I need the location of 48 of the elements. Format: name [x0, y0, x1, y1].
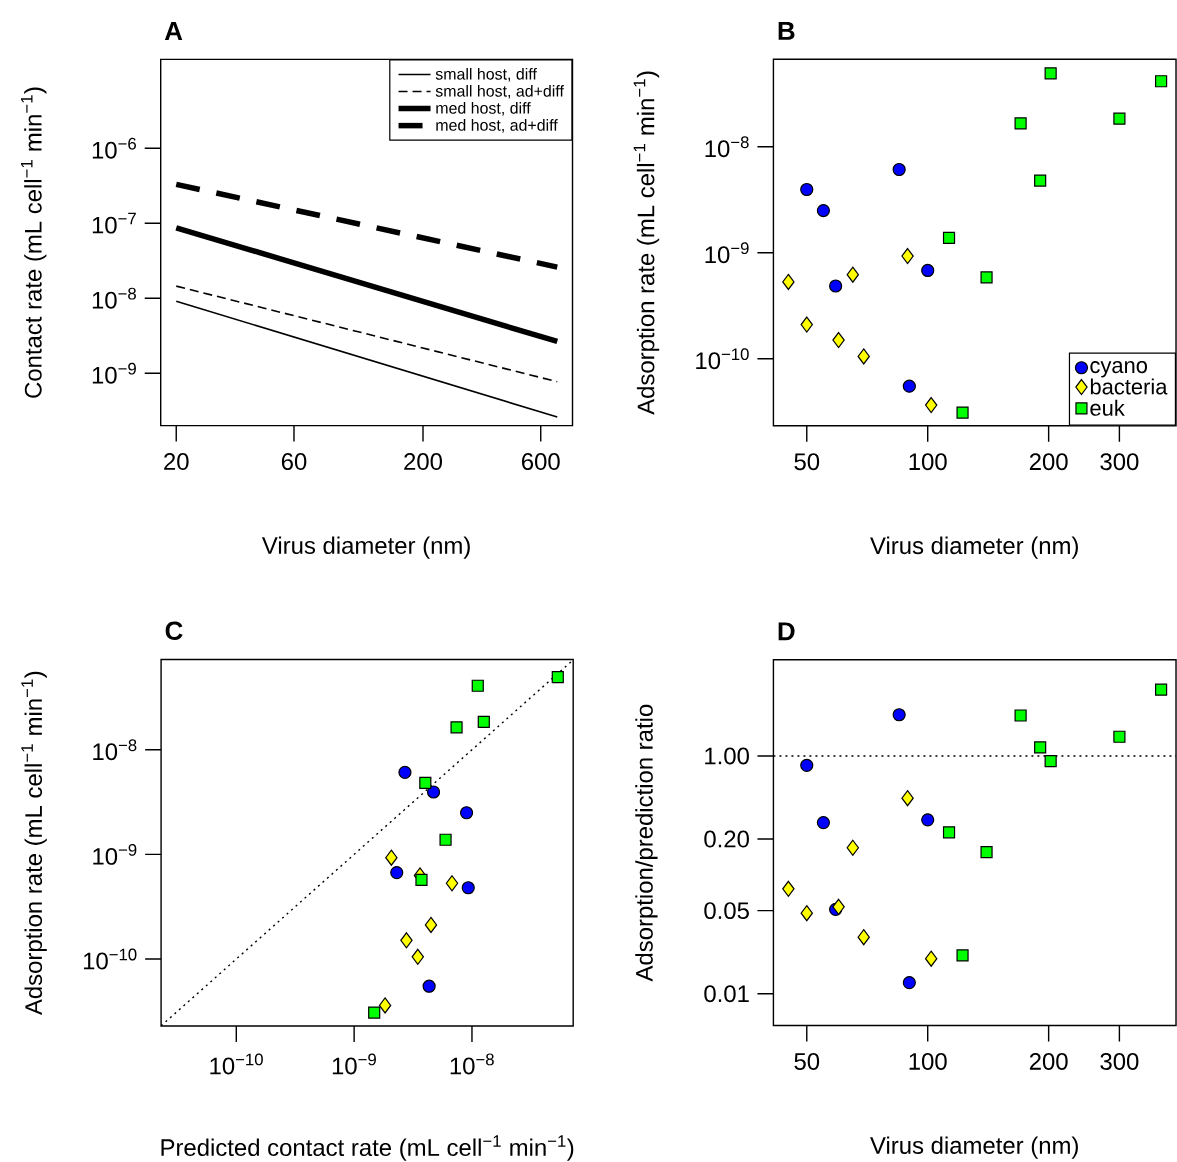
x-tick-label: 600 — [522, 453, 560, 471]
x-tick-label: 100 — [909, 1052, 947, 1070]
y-tick-label: 10$^{−7}$ — [92, 212, 136, 234]
y-axis-title: Adsorption rate (mL cell$^{−1}$ min$^{−1}$) — [21, 671, 47, 1016]
y-tick-label: 0.20 — [704, 830, 749, 848]
x-tick-label: 10$^{−9}$ — [332, 1053, 376, 1075]
y-tick-label: 10$^{−10}$ — [83, 948, 137, 970]
x-axis-title: Virus diameter (nm) — [870, 536, 1078, 559]
x-tick-label: 50 — [794, 453, 820, 471]
legend-label: med host, diff — [436, 102, 531, 116]
legend-label: bacteria — [1090, 378, 1168, 395]
x-tick-label: 10$^{−10}$ — [210, 1053, 263, 1075]
y-tick-label: 0.05 — [704, 902, 749, 920]
x-axis-title: Virus diameter (nm) — [261, 536, 470, 559]
y-tick-label: 10$^{−10}$ — [696, 348, 749, 370]
x-tick-label: 200 — [404, 453, 442, 471]
y-axis-title: Adsorption rate (mL cell$^{−1}$ min$^{−1}$) — [633, 71, 660, 415]
x-axis-title: Predicted contact rate (mL cell$^{−1}$ min$^{−1}$) — [161, 1135, 574, 1161]
y-tick-label: 10$^{−9}$ — [92, 362, 136, 384]
x-tick-label: 200 — [1029, 1052, 1068, 1070]
y-tick-label: 0.01 — [704, 985, 749, 1003]
legend-label: euk — [1090, 399, 1125, 416]
x-axis-title: Virus diameter (nm) — [870, 1136, 1078, 1159]
chart-title: B — [778, 21, 795, 40]
x-tick-label: 60 — [281, 453, 307, 471]
x-tick-label: 200 — [1029, 453, 1068, 471]
chart-title: C — [165, 621, 183, 640]
chart-title: D — [778, 622, 795, 641]
y-axis-title: Adsorption/prediction ratio — [635, 704, 658, 982]
x-tick-label: 300 — [1100, 1052, 1139, 1070]
y-axis-title: Contact rate (mL cell$^{−1}$ min$^{−1}$) — [20, 87, 47, 398]
legend-label: small host, ad+diff — [435, 85, 564, 99]
x-tick-label: 50 — [794, 1052, 820, 1070]
y-tick-label: 10$^{−9}$ — [705, 242, 749, 264]
x-tick-label: 20 — [164, 453, 189, 471]
y-tick-label: 10$^{−8}$ — [92, 287, 136, 309]
y-tick-label: 10$^{−8}$ — [93, 739, 137, 761]
x-tick-label: 300 — [1100, 453, 1139, 471]
legend-label: cyano — [1090, 361, 1148, 378]
y-tick-label: 10$^{−6}$ — [92, 137, 136, 159]
y-tick-label: 10$^{−8}$ — [705, 136, 749, 158]
y-tick-label: 1.00 — [705, 747, 749, 765]
chart-title: A — [164, 22, 183, 40]
y-tick-label: 10$^{−9}$ — [93, 843, 137, 865]
x-tick-label: 10$^{−8}$ — [450, 1053, 494, 1075]
x-tick-label: 100 — [909, 453, 947, 471]
legend-label: small host, diff — [435, 68, 537, 82]
legend-label: med host, ad+diff — [436, 119, 558, 133]
